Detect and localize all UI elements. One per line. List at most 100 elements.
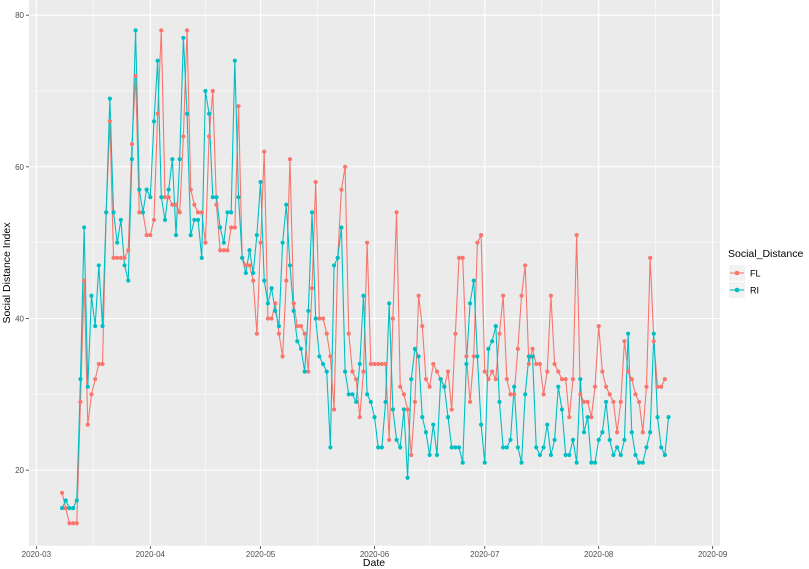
- data-point-ri: [324, 369, 329, 374]
- data-point-ri: [251, 270, 256, 276]
- data-point-ri: [637, 460, 642, 465]
- data-point-ri: [258, 179, 263, 185]
- data-point-fl: [155, 111, 160, 116]
- data-point-fl: [331, 407, 337, 412]
- data-point-ri: [666, 414, 671, 420]
- data-point-ri: [626, 331, 631, 336]
- data-point-ri: [556, 384, 561, 389]
- data-point-ri: [309, 210, 315, 215]
- data-point-fl: [346, 331, 351, 336]
- data-point-ri: [545, 422, 550, 427]
- data-point-fl: [159, 28, 164, 33]
- data-point-fl: [383, 361, 388, 367]
- data-point-fl: [203, 240, 208, 245]
- data-point-ri: [607, 437, 612, 442]
- data-point-fl: [170, 202, 175, 207]
- data-point-fl: [85, 422, 90, 427]
- data-point-ri: [346, 392, 351, 397]
- data-point-ri: [585, 414, 590, 420]
- data-point-fl: [390, 316, 395, 321]
- data-point-fl: [662, 377, 667, 382]
- data-point-ri: [184, 111, 190, 116]
- legend-label: FL: [750, 269, 761, 279]
- data-point-fl: [651, 339, 656, 344]
- data-point-ri: [247, 248, 252, 253]
- legend-key-point: [734, 287, 740, 293]
- data-point-ri: [287, 263, 293, 268]
- data-point-fl: [254, 331, 259, 336]
- data-point-ri: [265, 301, 271, 306]
- data-point-fl: [368, 361, 373, 367]
- data-point-fl: [467, 399, 473, 405]
- data-point-fl: [262, 149, 267, 154]
- data-point-ri: [280, 240, 285, 245]
- data-point-ri: [596, 437, 601, 442]
- data-point-fl: [596, 323, 601, 329]
- legend-key-point: [734, 270, 740, 276]
- data-point-fl: [453, 331, 458, 336]
- data-point-fl: [530, 346, 535, 351]
- data-point-fl: [592, 384, 598, 389]
- data-point-fl: [214, 202, 219, 207]
- data-point-fl: [129, 141, 135, 147]
- data-point-fl: [548, 293, 554, 298]
- data-point-ri: [622, 437, 627, 442]
- data-point-ri: [548, 452, 554, 458]
- data-point-ri: [78, 377, 83, 382]
- data-point-ri: [589, 460, 594, 465]
- data-point-ri: [199, 255, 204, 260]
- data-point-fl: [471, 354, 476, 359]
- data-point-ri: [552, 437, 557, 442]
- data-point-fl: [236, 104, 241, 109]
- data-point-ri: [254, 232, 259, 238]
- data-point-ri: [240, 255, 245, 260]
- data-point-ri: [354, 399, 359, 405]
- data-point-fl: [100, 361, 105, 367]
- x-axis-title: Date: [363, 557, 385, 569]
- data-point-ri: [534, 445, 539, 450]
- data-point-fl: [559, 377, 565, 382]
- data-point-fl: [486, 377, 491, 382]
- data-point-ri: [629, 430, 634, 435]
- data-point-ri: [464, 361, 469, 367]
- data-point-ri: [651, 331, 656, 336]
- data-point-ri: [379, 445, 384, 450]
- data-point-fl: [78, 399, 83, 405]
- data-point-fl: [232, 225, 237, 230]
- x-tick-label: 2020-04: [136, 550, 166, 559]
- data-point-ri: [519, 460, 524, 465]
- data-point-fl: [534, 361, 539, 367]
- data-point-ri: [111, 210, 116, 215]
- data-point-ri: [331, 263, 337, 268]
- data-point-ri: [93, 323, 98, 329]
- data-point-ri: [427, 452, 432, 458]
- data-point-ri: [398, 445, 403, 450]
- data-point-ri: [508, 437, 513, 442]
- data-point-ri: [449, 445, 454, 450]
- data-point-ri: [445, 414, 451, 420]
- data-point-fl: [493, 377, 498, 382]
- data-point-fl: [607, 392, 612, 397]
- data-point-ri: [115, 240, 120, 245]
- data-point-ri: [592, 460, 598, 465]
- data-point-ri: [343, 369, 348, 374]
- data-point-fl: [644, 384, 649, 389]
- data-point-fl: [192, 202, 197, 207]
- data-point-fl: [276, 331, 282, 336]
- data-point-ri: [317, 354, 322, 359]
- data-point-ri: [515, 445, 520, 450]
- data-point-fl: [648, 255, 653, 260]
- data-point-ri: [574, 460, 579, 465]
- data-point-ri: [368, 399, 373, 405]
- data-point-ri: [633, 452, 638, 458]
- data-point-ri: [648, 430, 653, 435]
- data-point-ri: [221, 240, 226, 245]
- data-point-ri: [126, 278, 131, 283]
- data-point-ri: [129, 157, 135, 162]
- data-point-fl: [574, 232, 579, 238]
- data-point-fl: [655, 384, 660, 389]
- data-point-ri: [434, 452, 440, 458]
- data-point-ri: [313, 316, 318, 321]
- data-point-ri: [74, 498, 79, 503]
- data-point-fl: [361, 369, 366, 374]
